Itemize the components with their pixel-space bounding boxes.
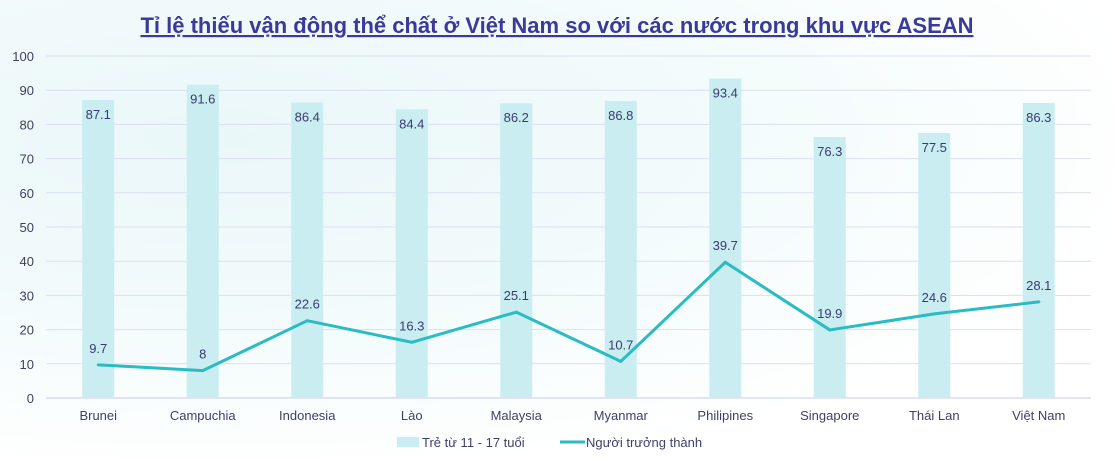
legend-label: Trẻ từ 11 - 17 tuổi: [422, 435, 525, 450]
line-data-label: 19.9: [817, 306, 842, 321]
bar-data-label: 86.8: [608, 108, 633, 123]
x-tick-label: Myanmar: [594, 408, 649, 423]
x-tick-label: Philipines: [697, 408, 753, 423]
x-tick-label: Malaysia: [491, 408, 543, 423]
line-data-label: 8: [199, 347, 206, 362]
bar-data-label: 93.4: [713, 86, 738, 101]
x-tick-label: Campuchia: [170, 408, 237, 423]
line-point: [932, 312, 936, 316]
bar-data-label: 86.4: [295, 110, 320, 125]
line-point: [305, 319, 309, 323]
line-data-label: 10.7: [608, 337, 633, 352]
bar-data-label: 76.3: [817, 144, 842, 159]
y-tick-label: 100: [12, 49, 34, 64]
y-tick-label: 80: [20, 117, 34, 132]
x-tick-label: Thái Lan: [909, 408, 960, 423]
legend-label: Người trưởng thành: [586, 435, 702, 450]
y-tick-label: 60: [20, 186, 34, 201]
line-data-label: 22.6: [295, 297, 320, 312]
line-point: [96, 363, 100, 367]
bar: [918, 132, 951, 398]
x-tick-label: Lào: [401, 408, 423, 423]
chart-title: Tỉ lệ thiếu vận động thể chất ở Việt Nam…: [140, 13, 973, 38]
line-point: [828, 328, 832, 332]
x-tick-label: Việt Nam: [1012, 408, 1065, 423]
bar: [1022, 102, 1055, 398]
line-point: [201, 369, 205, 373]
line-data-label: 28.1: [1026, 278, 1051, 293]
line-point: [410, 340, 414, 344]
line-point: [1037, 300, 1041, 304]
line-point: [514, 310, 518, 314]
legend-swatch-bar: [397, 437, 419, 447]
bar: [709, 78, 742, 399]
line-data-label: 39.7: [713, 238, 738, 253]
line-point: [619, 359, 623, 363]
bar: [395, 109, 428, 399]
y-tick-label: 0: [27, 391, 34, 406]
line-data-label: 9.7: [89, 341, 107, 356]
bar: [291, 102, 324, 399]
series-line: [98, 260, 1039, 373]
x-tick-label: Singapore: [800, 408, 859, 423]
bar: [604, 101, 637, 399]
bar-data-label: 91.6: [190, 92, 215, 107]
line-data-label: 25.1: [504, 288, 529, 303]
y-tick-label: 20: [20, 323, 34, 338]
y-tick-label: 50: [20, 220, 34, 235]
line-data-label: 24.6: [922, 290, 947, 305]
y-tick-label: 40: [20, 254, 34, 269]
bar: [186, 84, 219, 398]
bar: [82, 100, 115, 399]
bar: [500, 103, 533, 399]
bar: [813, 137, 846, 398]
bar-data-label: 87.1: [86, 107, 111, 122]
y-tick-label: 90: [20, 83, 34, 98]
bar-data-label: 86.2: [504, 110, 529, 125]
x-tick-label: Brunei: [79, 408, 117, 423]
x-tick-label: Indonesia: [279, 408, 336, 423]
line-data-label: 16.3: [399, 318, 424, 333]
bar-data-label: 77.5: [922, 140, 947, 155]
bar-data-label: 86.3: [1026, 110, 1051, 125]
line-point: [723, 260, 727, 264]
bar-data-label: 84.4: [399, 116, 424, 131]
y-tick-label: 30: [20, 288, 34, 303]
y-tick-label: 70: [20, 152, 34, 167]
y-tick-label: 10: [20, 357, 34, 372]
